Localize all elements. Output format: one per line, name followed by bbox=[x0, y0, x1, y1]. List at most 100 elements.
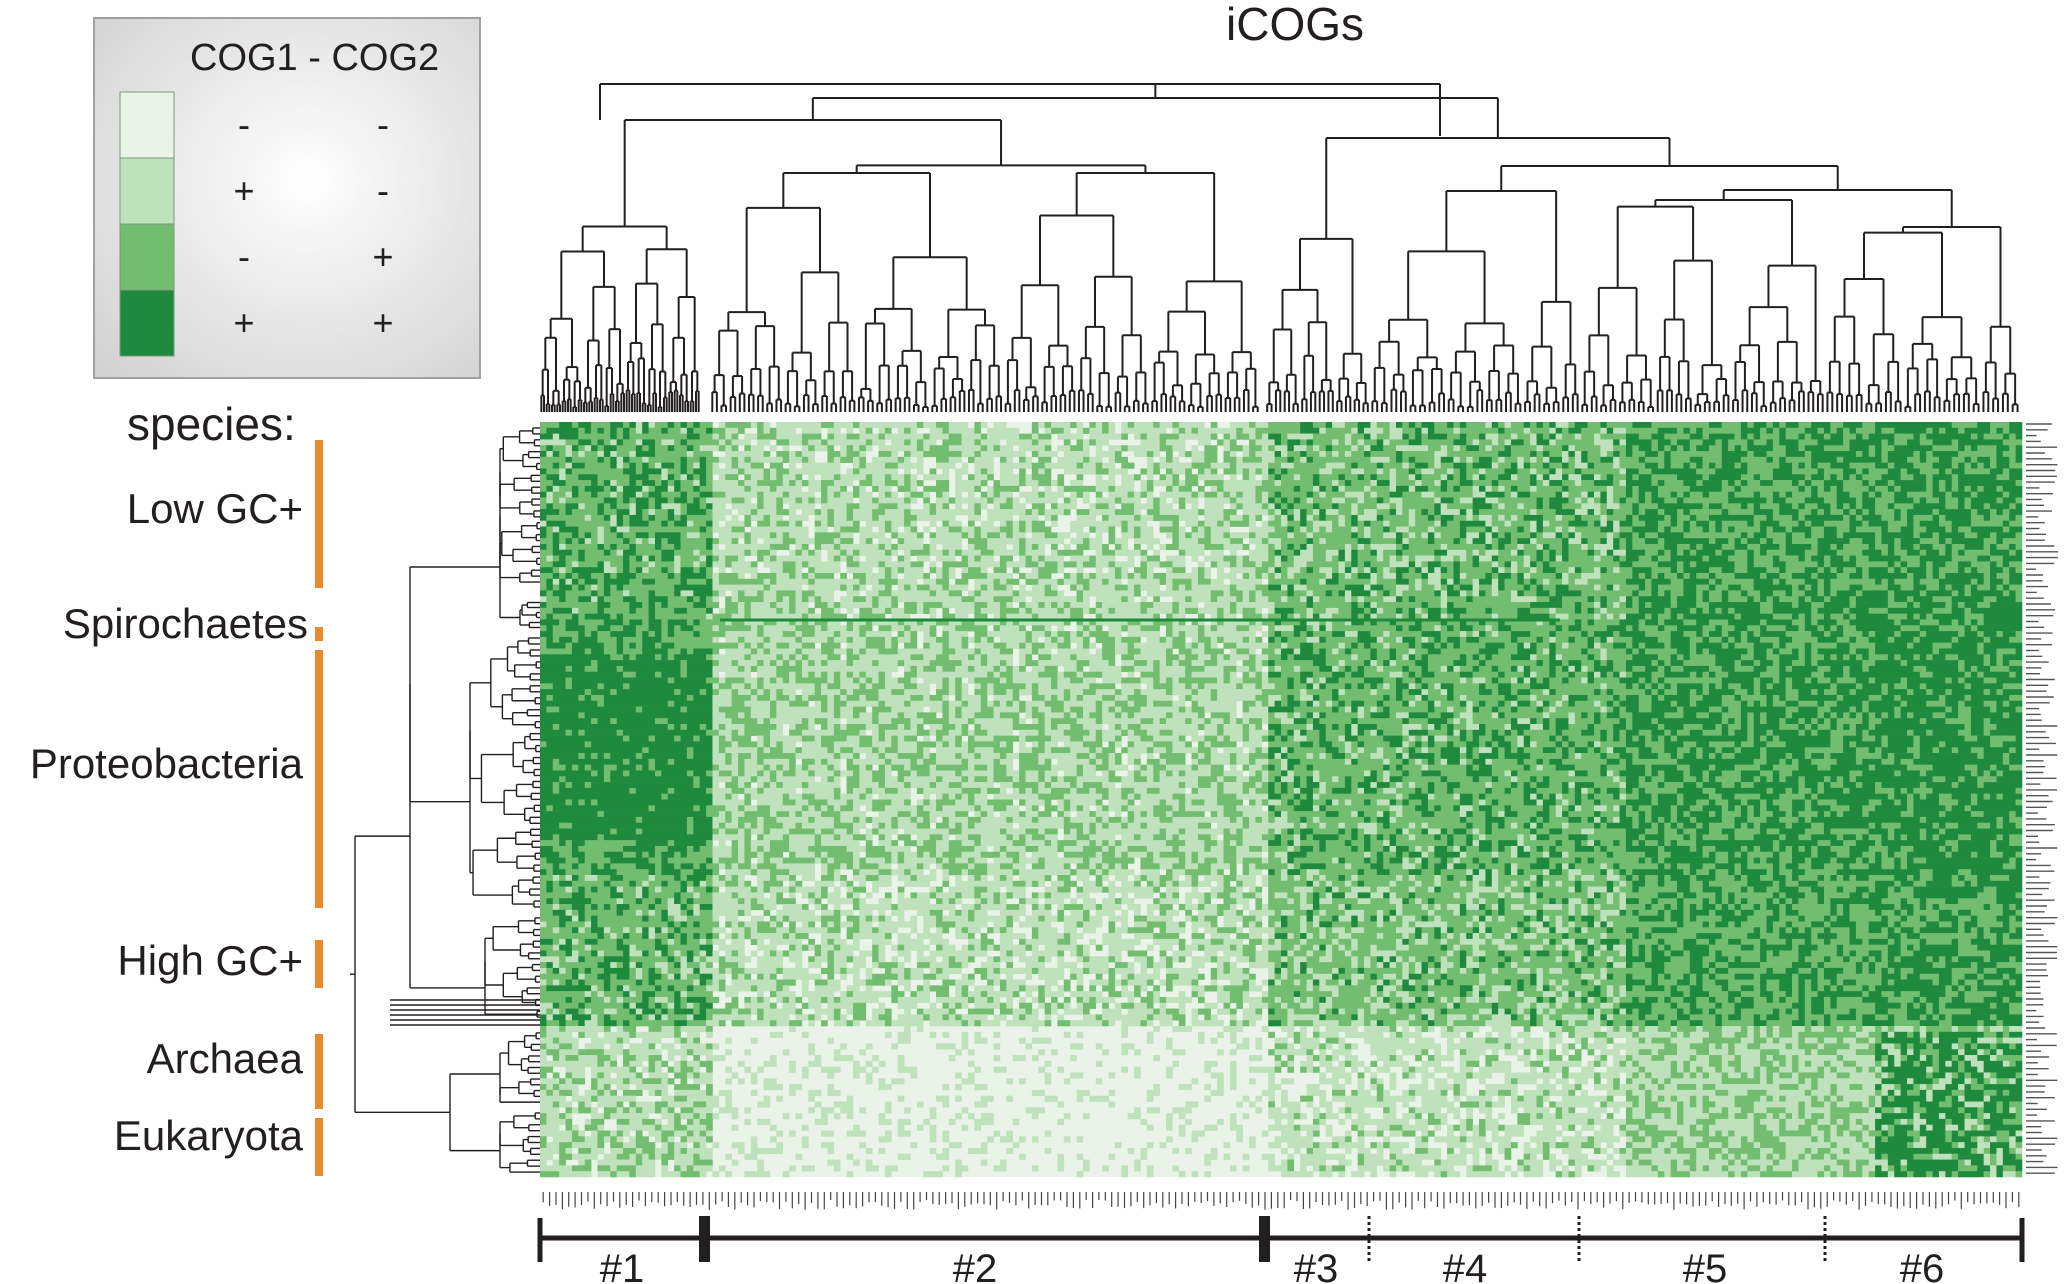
heatmap-cell bbox=[1434, 555, 1441, 562]
heatmap-cell bbox=[1491, 439, 1499, 446]
heatmap-cell bbox=[1089, 555, 1097, 562]
heatmap-cell bbox=[1587, 497, 1595, 504]
heatmap-cell bbox=[1012, 596, 1026, 603]
heatmap-cell bbox=[1747, 567, 1767, 574]
heatmap-cell bbox=[999, 474, 1020, 481]
heatmap-cell bbox=[1281, 514, 1288, 522]
heatmap-cell bbox=[1370, 480, 1378, 487]
heatmap-cell bbox=[1159, 578, 1167, 585]
heatmap-cell bbox=[1415, 584, 1422, 591]
heatmap-cell bbox=[1517, 561, 1525, 568]
heatmap-cell bbox=[1804, 433, 1812, 440]
heatmap-cell bbox=[1708, 433, 1735, 440]
heatmap-cell bbox=[1523, 439, 1531, 446]
heatmap-cell bbox=[1887, 543, 1895, 551]
heatmap-cell bbox=[782, 497, 796, 504]
heatmap-cell bbox=[1197, 520, 1205, 527]
heatmap-cell bbox=[974, 543, 988, 551]
heatmap-cell bbox=[1689, 491, 1703, 498]
heatmap-cell bbox=[1255, 485, 1295, 492]
heatmap-cell bbox=[1076, 462, 1084, 469]
heatmap-cell bbox=[1325, 573, 1333, 580]
heatmap-cell bbox=[540, 607, 554, 614]
heatmap-cell bbox=[1549, 462, 1563, 469]
heatmap-cell bbox=[1261, 480, 1275, 487]
heatmap-cell bbox=[571, 607, 579, 614]
heatmap-cell bbox=[1664, 543, 1678, 551]
heatmap-cell bbox=[1453, 584, 1461, 591]
heatmap-cell bbox=[1236, 607, 1243, 614]
heatmap-cell bbox=[1625, 514, 1633, 522]
heatmap-cell bbox=[1823, 509, 1831, 516]
heatmap-cell bbox=[1708, 590, 1723, 597]
heatmap-cell bbox=[776, 509, 790, 516]
heatmap-cell bbox=[1926, 584, 1940, 591]
heatmap-cell bbox=[693, 422, 700, 429]
heatmap-cell bbox=[1370, 520, 1384, 527]
heatmap-cell bbox=[1913, 520, 1921, 527]
heatmap-cell bbox=[1677, 491, 1684, 498]
heatmap-cell bbox=[1172, 485, 1180, 492]
heatmap-cell bbox=[1025, 474, 1033, 481]
heatmap-cell bbox=[1134, 433, 1141, 440]
heatmap-cell bbox=[1606, 549, 1614, 556]
heatmap-cell bbox=[923, 451, 962, 458]
heatmap-cell bbox=[1587, 491, 1595, 498]
heatmap-cell bbox=[974, 532, 982, 539]
heatmap-cell bbox=[693, 520, 707, 527]
heatmap-cell bbox=[1728, 584, 1742, 591]
heatmap-cell bbox=[1095, 462, 1103, 469]
heatmap-cell bbox=[1868, 451, 1876, 458]
heatmap-cell bbox=[1031, 427, 1039, 434]
heatmap-cell bbox=[1881, 439, 1889, 446]
heatmap-cell bbox=[1159, 439, 1167, 446]
heatmap-cell bbox=[1913, 451, 1921, 458]
heatmap-cell bbox=[1677, 439, 1691, 446]
heatmap-cell bbox=[974, 462, 994, 469]
heatmap-cell bbox=[559, 567, 566, 574]
heatmap-cell bbox=[635, 422, 643, 429]
heatmap-cell bbox=[904, 567, 924, 574]
heatmap-cell bbox=[1268, 573, 1275, 580]
heatmap-cell bbox=[2002, 509, 2010, 516]
heatmap-cell bbox=[1549, 549, 1556, 556]
heatmap-cell bbox=[1562, 532, 1569, 539]
heatmap-cell bbox=[2009, 456, 2016, 463]
heatmap-cell bbox=[1734, 526, 1761, 533]
heatmap-cell bbox=[1792, 590, 1806, 597]
heatmap-cell bbox=[936, 526, 950, 533]
heatmap-cell bbox=[1600, 427, 1608, 434]
heatmap-cell bbox=[559, 532, 573, 539]
heatmap-cell bbox=[629, 607, 637, 614]
heatmap-cell bbox=[731, 567, 758, 574]
heatmap-cell bbox=[603, 451, 611, 458]
heatmap-cell bbox=[1172, 584, 1180, 591]
heatmap-cell bbox=[1242, 427, 1256, 434]
heatmap-cell bbox=[744, 607, 752, 614]
heatmap-cell bbox=[1721, 578, 1755, 585]
heatmap-cell bbox=[661, 520, 669, 527]
heatmap-cell bbox=[923, 543, 930, 551]
heatmap-cell bbox=[904, 427, 911, 434]
heatmap-cell bbox=[1089, 509, 1116, 516]
heatmap-cell bbox=[1498, 561, 1505, 568]
heatmap-cell bbox=[693, 445, 700, 452]
heatmap-cell bbox=[961, 451, 975, 458]
heatmap-cell bbox=[910, 526, 918, 533]
heatmap-cell bbox=[1447, 480, 1461, 487]
heatmap-cell bbox=[1728, 596, 1748, 603]
heatmap-cell bbox=[1447, 485, 1454, 492]
heatmap-cell bbox=[725, 555, 739, 562]
heatmap-cell bbox=[1696, 520, 1710, 527]
heatmap-cell bbox=[1338, 561, 1346, 568]
heatmap-cell bbox=[1466, 549, 1473, 556]
heatmap-cell bbox=[565, 578, 573, 585]
heatmap-cell bbox=[565, 439, 579, 446]
heatmap-cell bbox=[1268, 491, 1275, 498]
heatmap-cell bbox=[559, 433, 579, 440]
heatmap-cell bbox=[1447, 520, 1461, 527]
heatmap-cell bbox=[1236, 427, 1243, 434]
heatmap-cell bbox=[552, 451, 560, 458]
heatmap-cell bbox=[1325, 590, 1333, 597]
heatmap-cell bbox=[1619, 462, 1646, 469]
